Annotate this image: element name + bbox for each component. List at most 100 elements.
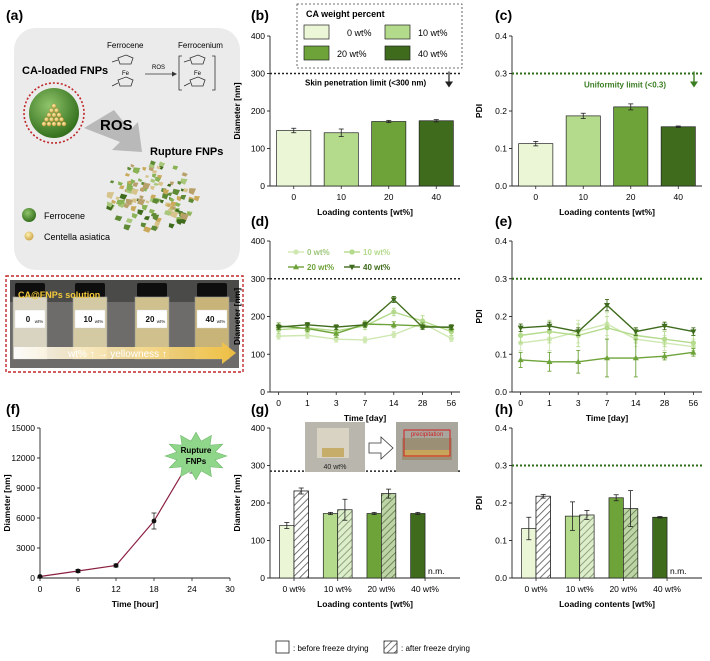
ca-dot-icon: [46, 121, 52, 127]
point-f: [75, 568, 81, 574]
bar-c-10: [565, 115, 601, 187]
legend-label-d-2: 20 wt%: [307, 263, 334, 272]
fragment: [172, 165, 179, 170]
vial-text-0: 0: [26, 315, 31, 324]
panel-label-f: (f): [6, 401, 20, 417]
point-e-3: [690, 329, 697, 335]
fragment: [127, 166, 132, 171]
fragment: [172, 206, 176, 210]
fragment: [172, 188, 181, 196]
fragment: [145, 174, 150, 179]
y-tick-label-b: 200: [251, 106, 265, 116]
fragment: [126, 184, 134, 192]
x-axis-title-d: Time [day]: [344, 413, 387, 423]
fragment: [170, 201, 177, 207]
y-tick-label-c: 0.2: [495, 106, 507, 116]
ferrocenium-label: Ferrocenium: [178, 41, 223, 50]
point-e-3: [661, 323, 668, 330]
vial-label: [196, 309, 228, 329]
rupture-arrow-icon: [84, 110, 142, 152]
y-tick-label-e: 0.3: [495, 274, 507, 284]
fragment: [170, 181, 175, 186]
y-tick-label-g: 300: [251, 461, 265, 471]
legend-label-20: 20 wt%: [337, 49, 367, 59]
ca-dot-icon: [54, 117, 59, 122]
x-tick-label-d: 56: [447, 398, 457, 408]
x-axis-title-f: Time [hour]: [112, 599, 159, 609]
point-e-3: [517, 325, 524, 332]
burst-line-1: Rupture: [181, 446, 212, 455]
fragment: [111, 199, 117, 204]
fragment: [180, 195, 187, 200]
fragment: [137, 178, 143, 182]
y-tick-label-c: 0.3: [495, 69, 507, 79]
x-tick-label-c: 10: [579, 192, 589, 202]
ferrocenium-fe-label: Fe: [194, 71, 202, 77]
fragment: [166, 203, 172, 208]
y-tick-label-b: 100: [251, 144, 265, 154]
fragment: [130, 178, 136, 184]
bar-after-hatch-g-2: [381, 493, 397, 579]
point-d-3: [362, 322, 368, 329]
before-label: : before freeze drying: [293, 644, 369, 653]
point-e-1: [661, 336, 668, 342]
y-tick-label-d: 400: [251, 236, 265, 246]
not-measured-g: n.m.: [428, 566, 445, 576]
fragment: [150, 212, 157, 218]
point-d-2: [390, 321, 397, 328]
ca-dot-icon: [46, 112, 52, 118]
point-d-3: [448, 324, 455, 331]
fragment: [169, 197, 175, 202]
y-axis-title-b: Diameter [nm]: [232, 82, 242, 139]
vial-label: [14, 309, 46, 329]
fragment: [159, 165, 164, 170]
yellowness-arrow-icon: [14, 342, 236, 364]
point-e-1: [518, 332, 524, 338]
fragment: [183, 214, 188, 219]
fragment: [161, 193, 170, 200]
legend-marker-d-2: [293, 263, 299, 270]
x-tick-label-e: 7: [605, 398, 610, 408]
bar-after-hatch-h-1: [579, 514, 595, 579]
point-d-2: [333, 330, 340, 336]
chart-f: 0 3000 6000 9000 12000 15000 Diameter [nm] Time…: [2, 423, 235, 609]
precipitation-highlight: [403, 429, 451, 457]
fragment: [106, 192, 115, 199]
y-tick-label-g: 200: [251, 498, 265, 508]
threshold-label-c: Uniformity limit (<0.3): [584, 81, 666, 90]
weight-legend-title: CA weight percent: [306, 9, 385, 19]
point-e-3: [604, 302, 610, 309]
photo-title: CA@FNPs solution: [18, 290, 100, 300]
fragment: [156, 165, 161, 170]
fragment: [148, 208, 155, 214]
fragment: [137, 198, 146, 206]
point-e-3: [575, 329, 582, 335]
fragment: [125, 218, 133, 224]
bar-after-hatch-h-0: [535, 495, 551, 579]
y-tick-label-f: 15000: [11, 423, 35, 433]
y-tick-label-h: 0.0: [495, 573, 507, 583]
fragment: [153, 182, 159, 186]
before-swatch: [275, 640, 290, 654]
x-tick-label-f: 30: [225, 584, 235, 594]
legend-label-0: 0 wt%: [347, 28, 372, 38]
panel-a: (a) CA-loaded FNPs Ferrocene Ferrocenium…: [5, 7, 244, 373]
y-tick-label-d: 100: [251, 349, 265, 359]
fragment: [167, 192, 173, 197]
x-axis-title-h: Loading contents [wt%]: [559, 599, 655, 609]
bar-before-g-1: [322, 513, 339, 579]
ferrocene-structure-icon: [111, 54, 134, 87]
y-tick-label-d: 200: [251, 312, 265, 322]
bar-b-40: [418, 120, 454, 187]
point-d-1: [391, 309, 397, 315]
legend-label-40: 40 wt%: [418, 49, 448, 59]
y-tick-label-b: 0: [260, 181, 265, 191]
x-tick-label-f: 24: [187, 584, 197, 594]
panel-label-b: (b): [251, 7, 269, 23]
y-tick-label-f: 12000: [11, 453, 35, 463]
fragment: [140, 222, 147, 228]
legend-label-10: 10 wt%: [418, 28, 448, 38]
vial-unit: wt%: [35, 319, 44, 324]
point-d-3: [390, 297, 397, 303]
